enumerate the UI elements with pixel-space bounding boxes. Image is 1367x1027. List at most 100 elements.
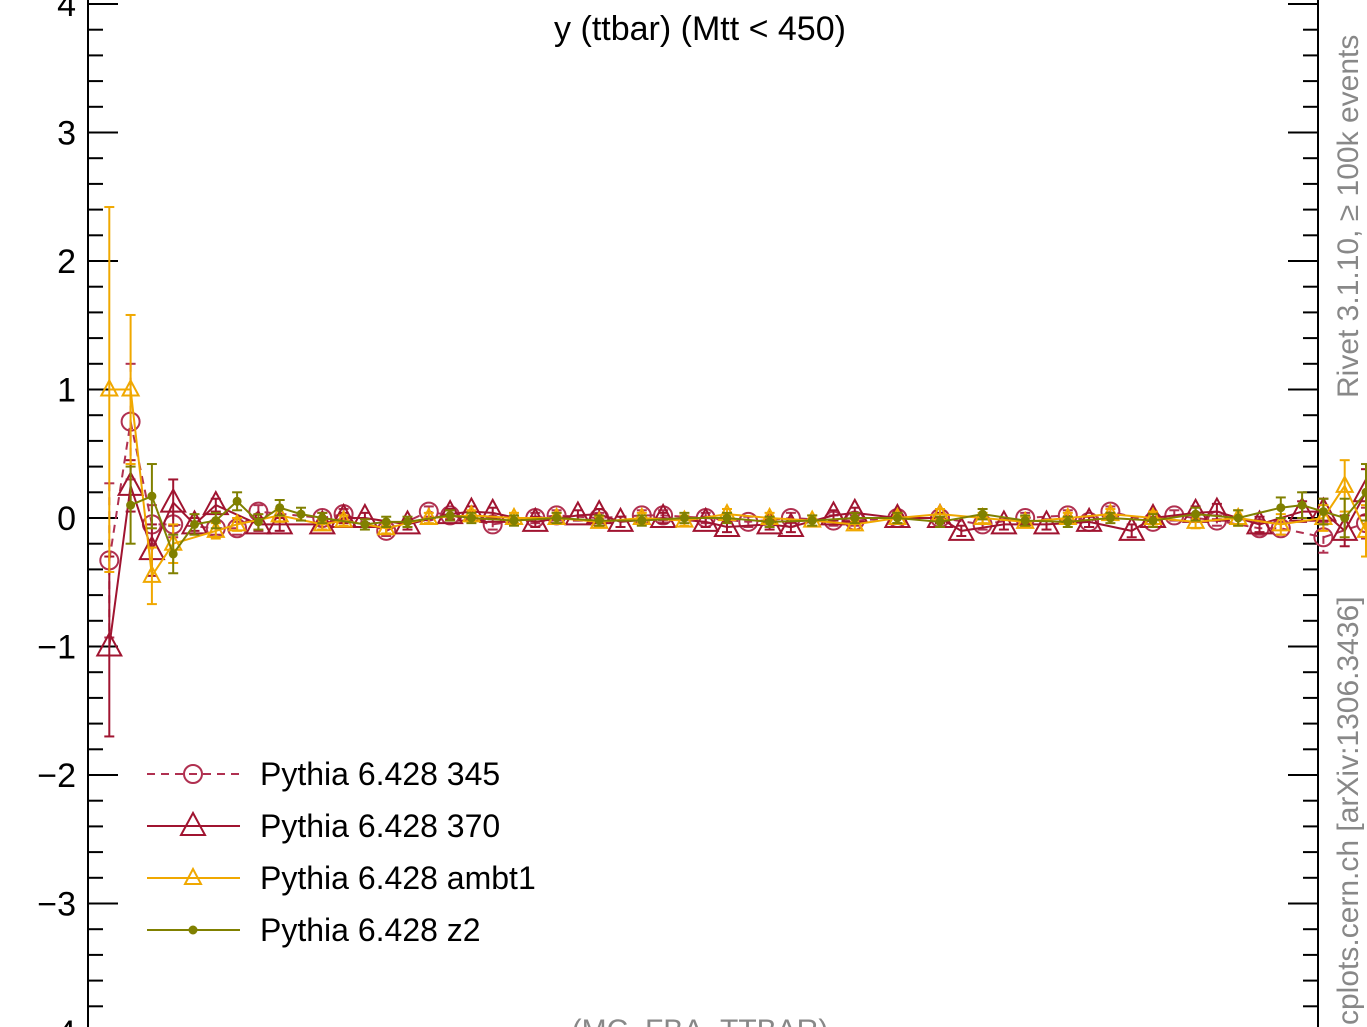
y-tick-label: 1: [57, 372, 76, 410]
y-tick-label: −2: [37, 757, 76, 795]
plot-frame: [87, 0, 1319, 1027]
series-point: [142, 564, 162, 583]
series-point: [972, 506, 993, 525]
series-point: [275, 503, 285, 513]
series-point: [466, 513, 476, 523]
series-point: [1118, 515, 1146, 541]
series-line: [109, 388, 1367, 579]
series-point: [1105, 513, 1115, 523]
series-point: [892, 513, 902, 523]
series-point: [479, 497, 507, 523]
series-point: [637, 516, 647, 526]
series-point: [935, 517, 945, 527]
series-point: [819, 500, 848, 526]
series-point: [1318, 507, 1328, 517]
series-point: [317, 513, 327, 523]
series-point: [1335, 474, 1355, 493]
series-point: [244, 509, 273, 535]
series-point: [147, 491, 157, 501]
legend-item: Pythia 6.428 370: [147, 808, 500, 844]
series-point: [564, 500, 592, 526]
side-label-bottom: mcplots.cern.ch [arXiv:1306.3436]: [1332, 596, 1365, 1027]
series-point: [679, 513, 689, 523]
series-pythia-6-428-z2: [125, 463, 1367, 575]
series-line: [108, 485, 1367, 647]
series-point: [738, 511, 759, 532]
series-point: [232, 496, 242, 506]
series-point: [692, 506, 720, 532]
series-point: [183, 866, 203, 885]
series-point: [1276, 503, 1286, 513]
series-point: [333, 509, 354, 528]
legend-item: Pythia 6.428 ambt1: [147, 860, 536, 896]
series-point: [978, 509, 988, 519]
series-point: [168, 549, 178, 559]
series-point: [183, 764, 203, 784]
series-point: [1331, 515, 1359, 541]
y-tick-label: −3: [37, 886, 76, 924]
series-point: [990, 509, 1018, 535]
series-point: [552, 513, 562, 523]
series-point: [1340, 513, 1350, 523]
series-point: [777, 511, 805, 537]
series-point: [947, 515, 975, 541]
series-point: [807, 516, 817, 526]
series-point: [211, 516, 221, 526]
series-point: [99, 378, 119, 397]
series-point: [179, 810, 207, 836]
y-tick-label: 3: [57, 115, 76, 153]
series-point: [1191, 509, 1201, 519]
series-pythia-6-428-ambt1: [99, 206, 1367, 606]
series-point: [190, 519, 199, 529]
series-point: [594, 516, 604, 526]
legend: Pythia 6.428 345 Pythia 6.428 370 Pythia 6…: [147, 756, 536, 948]
series-point: [722, 513, 732, 523]
series-point: [1148, 516, 1158, 526]
series-point: [1271, 513, 1291, 532]
series-point: [270, 504, 290, 523]
series-point: [296, 509, 306, 519]
side-label-top: Rivet 3.1.10, ≥ 100k events: [1332, 35, 1365, 398]
series-point: [883, 502, 912, 528]
series-point: [159, 487, 187, 513]
series-point: [381, 517, 391, 527]
series-point: [445, 510, 455, 520]
series-point: [360, 519, 370, 529]
chart-title: y (ttbar) (Mtt < 450): [554, 10, 846, 48]
series-point: [436, 499, 464, 525]
series-point: [765, 517, 775, 527]
series-point: [403, 517, 412, 527]
series-point: [419, 506, 439, 525]
series-point: [126, 500, 136, 510]
series-point: [227, 513, 247, 532]
series-layer: [95, 206, 1367, 738]
series-point: [649, 502, 677, 528]
series-point: [120, 378, 141, 397]
series-point: [1297, 500, 1307, 510]
series-point: [509, 516, 519, 526]
series-point: [206, 519, 226, 538]
legend-item: Pythia 6.428 345: [147, 756, 500, 792]
series-point: [95, 631, 123, 657]
y-tick-label: 2: [57, 243, 76, 281]
y-tick-label: −1: [37, 629, 76, 667]
legend-item: Pythia 6.428 z2: [147, 912, 481, 948]
series-point: [253, 517, 263, 527]
legend-label: Pythia 6.428 345: [260, 756, 500, 792]
legend-label: Pythia 6.428 370: [260, 808, 500, 844]
series-point: [1063, 517, 1073, 527]
series-point: [1356, 519, 1367, 538]
series-point: [713, 511, 741, 537]
series-point: [850, 513, 860, 523]
axes: −4 −3 −2 −1 0 1 2 3 4: [37, 0, 1319, 1027]
legend-label: Pythia 6.428 ambt1: [260, 860, 536, 896]
series-point: [1361, 487, 1367, 497]
y-tick-label: 0: [57, 500, 76, 538]
series-point: [188, 925, 198, 935]
series-point: [1233, 513, 1243, 523]
y-tick-label: −4: [37, 1014, 76, 1027]
legend-label: Pythia 6.428 z2: [260, 912, 481, 948]
y-tick-label: 4: [57, 0, 76, 24]
series-point: [1020, 516, 1030, 526]
